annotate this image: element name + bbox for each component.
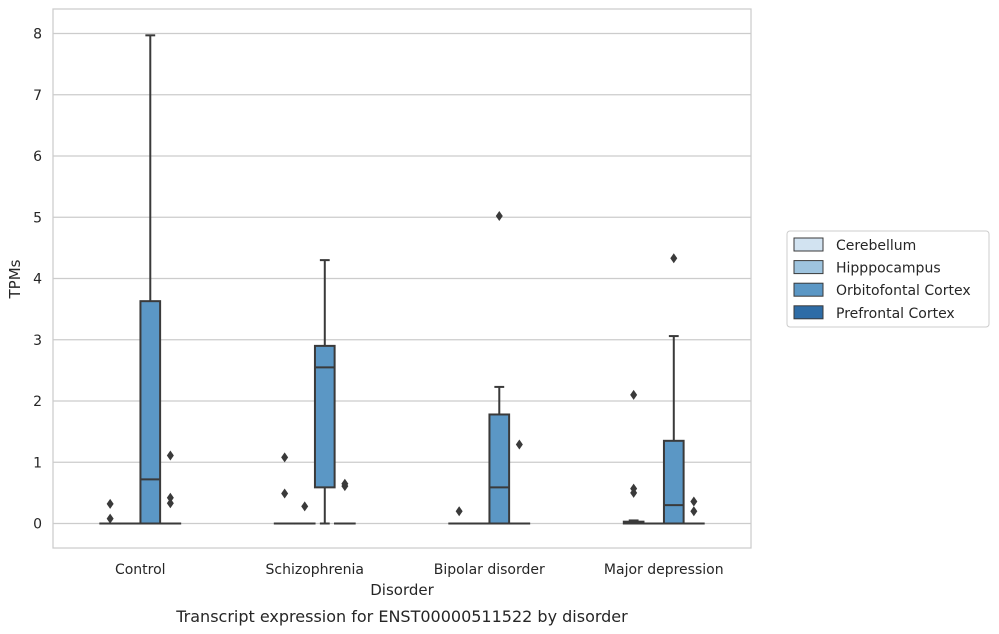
outlier-point [630, 483, 638, 494]
legend-label: Cerebellum [836, 238, 916, 254]
box-3-2 [662, 253, 685, 525]
figure-caption: Transcript expression for ENST0000051152… [175, 607, 628, 626]
box-1-1 [293, 501, 316, 525]
x-tick-label: Control [115, 562, 166, 578]
box-marks [99, 34, 705, 525]
box-2-3 [508, 439, 531, 525]
box-body [139, 300, 162, 525]
x-tick-label: Major depression [604, 562, 724, 578]
box-3-3 [683, 496, 705, 525]
outlier-point [106, 513, 114, 524]
y-tick-label: 8 [33, 27, 42, 43]
legend: Cerebellum Hipppocampus Orbitofontal Corte… [786, 230, 990, 328]
legend-frame [786, 230, 990, 328]
outlier-point [341, 478, 349, 489]
y-tick-label: 5 [33, 210, 42, 226]
y-tick-label: 4 [33, 272, 42, 288]
outlier-point [281, 488, 289, 499]
outlier-point [455, 506, 463, 517]
legend-label: Hipppocampus [836, 261, 941, 277]
outlier-point [166, 450, 174, 461]
x-axis-label: Disorder [370, 581, 434, 599]
x-tick-label: Bipolar disorder [434, 562, 545, 578]
y-tick-labels: 0 1 2 3 4 5 6 7 8 [33, 27, 42, 533]
y-axis-label: TPMs [6, 259, 24, 299]
box-body [313, 344, 336, 489]
x-tick-label: Schizophrenia [266, 562, 364, 578]
y-tick-label: 3 [33, 333, 42, 349]
plot-area-frame [52, 8, 752, 549]
outlier-point [690, 506, 698, 517]
box-1-3 [334, 478, 356, 525]
outlier-point [690, 496, 698, 507]
legend-swatch [793, 282, 824, 297]
box-2-0 [448, 506, 470, 525]
y-tick-label: 2 [33, 394, 42, 410]
legend-swatch [793, 305, 824, 320]
y-tick-label: 7 [33, 88, 42, 104]
box-body [488, 413, 511, 525]
box-1-0 [273, 452, 296, 525]
legend-swatch [793, 237, 824, 252]
y-tick-label: 6 [33, 149, 42, 165]
outlier-point [281, 452, 289, 463]
legend-label: Orbitofontal Cortex [836, 283, 971, 299]
outlier-point [670, 253, 678, 264]
outlier-point [166, 498, 174, 509]
box-2-2 [488, 211, 511, 525]
box-0-3 [159, 450, 182, 525]
box-3-0 [622, 389, 645, 525]
box-body [662, 439, 685, 525]
outlier-point [630, 389, 638, 400]
outlier-point [495, 211, 503, 222]
box-0-2 [139, 34, 162, 525]
legend-swatch [793, 260, 824, 275]
outlier-point [301, 501, 309, 512]
legend-items: Cerebellum Hipppocampus Orbitofontal Corte… [793, 237, 971, 322]
gridlines [53, 32, 751, 525]
legend-label: Prefrontal Cortex [836, 306, 955, 322]
box-1-2 [313, 259, 336, 525]
outlier-point [106, 498, 114, 509]
outlier-point [515, 439, 523, 450]
outlier-point [166, 492, 174, 503]
y-tick-label: 1 [33, 455, 42, 471]
y-tick-label: 0 [33, 517, 42, 533]
box-0-0 [99, 498, 121, 525]
x-tick-labels: Control Schizophrenia Bipolar disorder Majo… [115, 562, 724, 578]
